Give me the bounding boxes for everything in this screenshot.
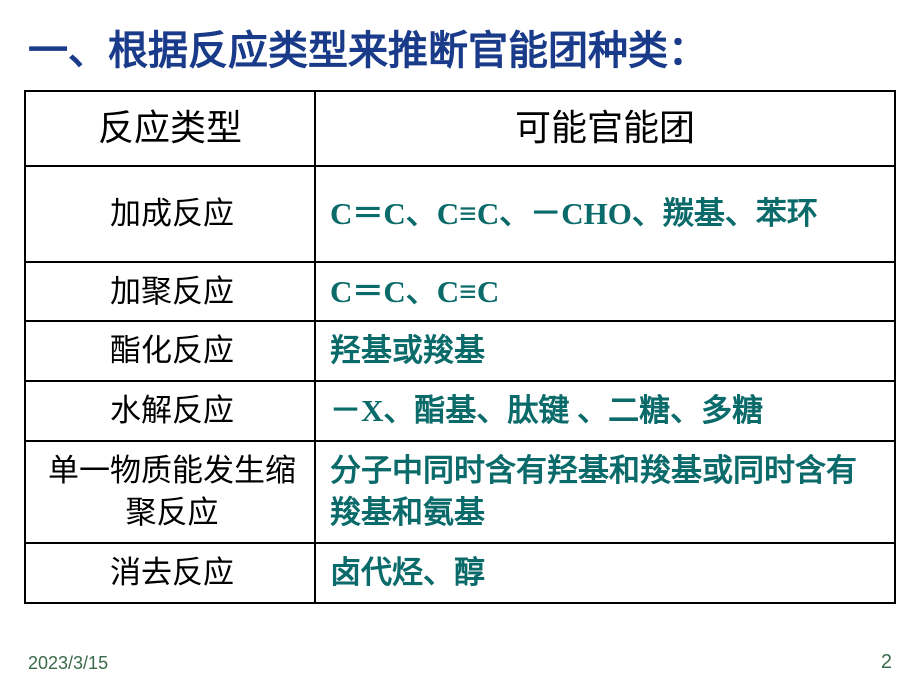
slide-title: 一、根据反应类型来推断官能团种类： xyxy=(24,18,896,76)
cell-reaction-type: 水解反应 xyxy=(25,381,315,441)
slide: 一、根据反应类型来推断官能团种类： 反应类型 可能官能团 加成反应 C＝C、C≡… xyxy=(0,0,920,690)
cell-reaction-type: 消去反应 xyxy=(25,543,315,603)
table-header-row: 反应类型 可能官能团 xyxy=(25,91,895,166)
cell-reaction-type: 酯化反应 xyxy=(25,321,315,381)
table-row: 加聚反应 C＝C、C≡C xyxy=(25,262,895,322)
cell-reaction-type: 单一物质能发生缩聚反应 xyxy=(25,441,315,543)
cell-functional-group: C＝C、C≡C xyxy=(315,262,895,322)
table-row: 酯化反应 羟基或羧基 xyxy=(25,321,895,381)
cell-functional-group: 卤代烃、醇 xyxy=(315,543,895,603)
cell-functional-group: －X、酯基、肽键 、二糖、多糖 xyxy=(315,381,895,441)
cell-reaction-type: 加聚反应 xyxy=(25,262,315,322)
table-row: 水解反应 －X、酯基、肽键 、二糖、多糖 xyxy=(25,381,895,441)
table-row: 单一物质能发生缩聚反应 分子中同时含有羟基和羧基或同时含有羧基和氨基 xyxy=(25,441,895,543)
cell-functional-group: C＝C、C≡C、－CHO、羰基、苯环 xyxy=(315,166,895,262)
header-functional-group: 可能官能团 xyxy=(315,91,895,166)
cell-functional-group: 分子中同时含有羟基和羧基或同时含有羧基和氨基 xyxy=(315,441,895,543)
header-reaction-type: 反应类型 xyxy=(25,91,315,166)
footer-date: 2023/3/15 xyxy=(28,653,108,674)
cell-reaction-type: 加成反应 xyxy=(25,166,315,262)
table-row: 消去反应 卤代烃、醇 xyxy=(25,543,895,603)
table-row: 加成反应 C＝C、C≡C、－CHO、羰基、苯环 xyxy=(25,166,895,262)
cell-functional-group: 羟基或羧基 xyxy=(315,321,895,381)
reaction-table: 反应类型 可能官能团 加成反应 C＝C、C≡C、－CHO、羰基、苯环 加聚反应 … xyxy=(24,90,896,604)
footer-page-number: 2 xyxy=(881,651,892,674)
